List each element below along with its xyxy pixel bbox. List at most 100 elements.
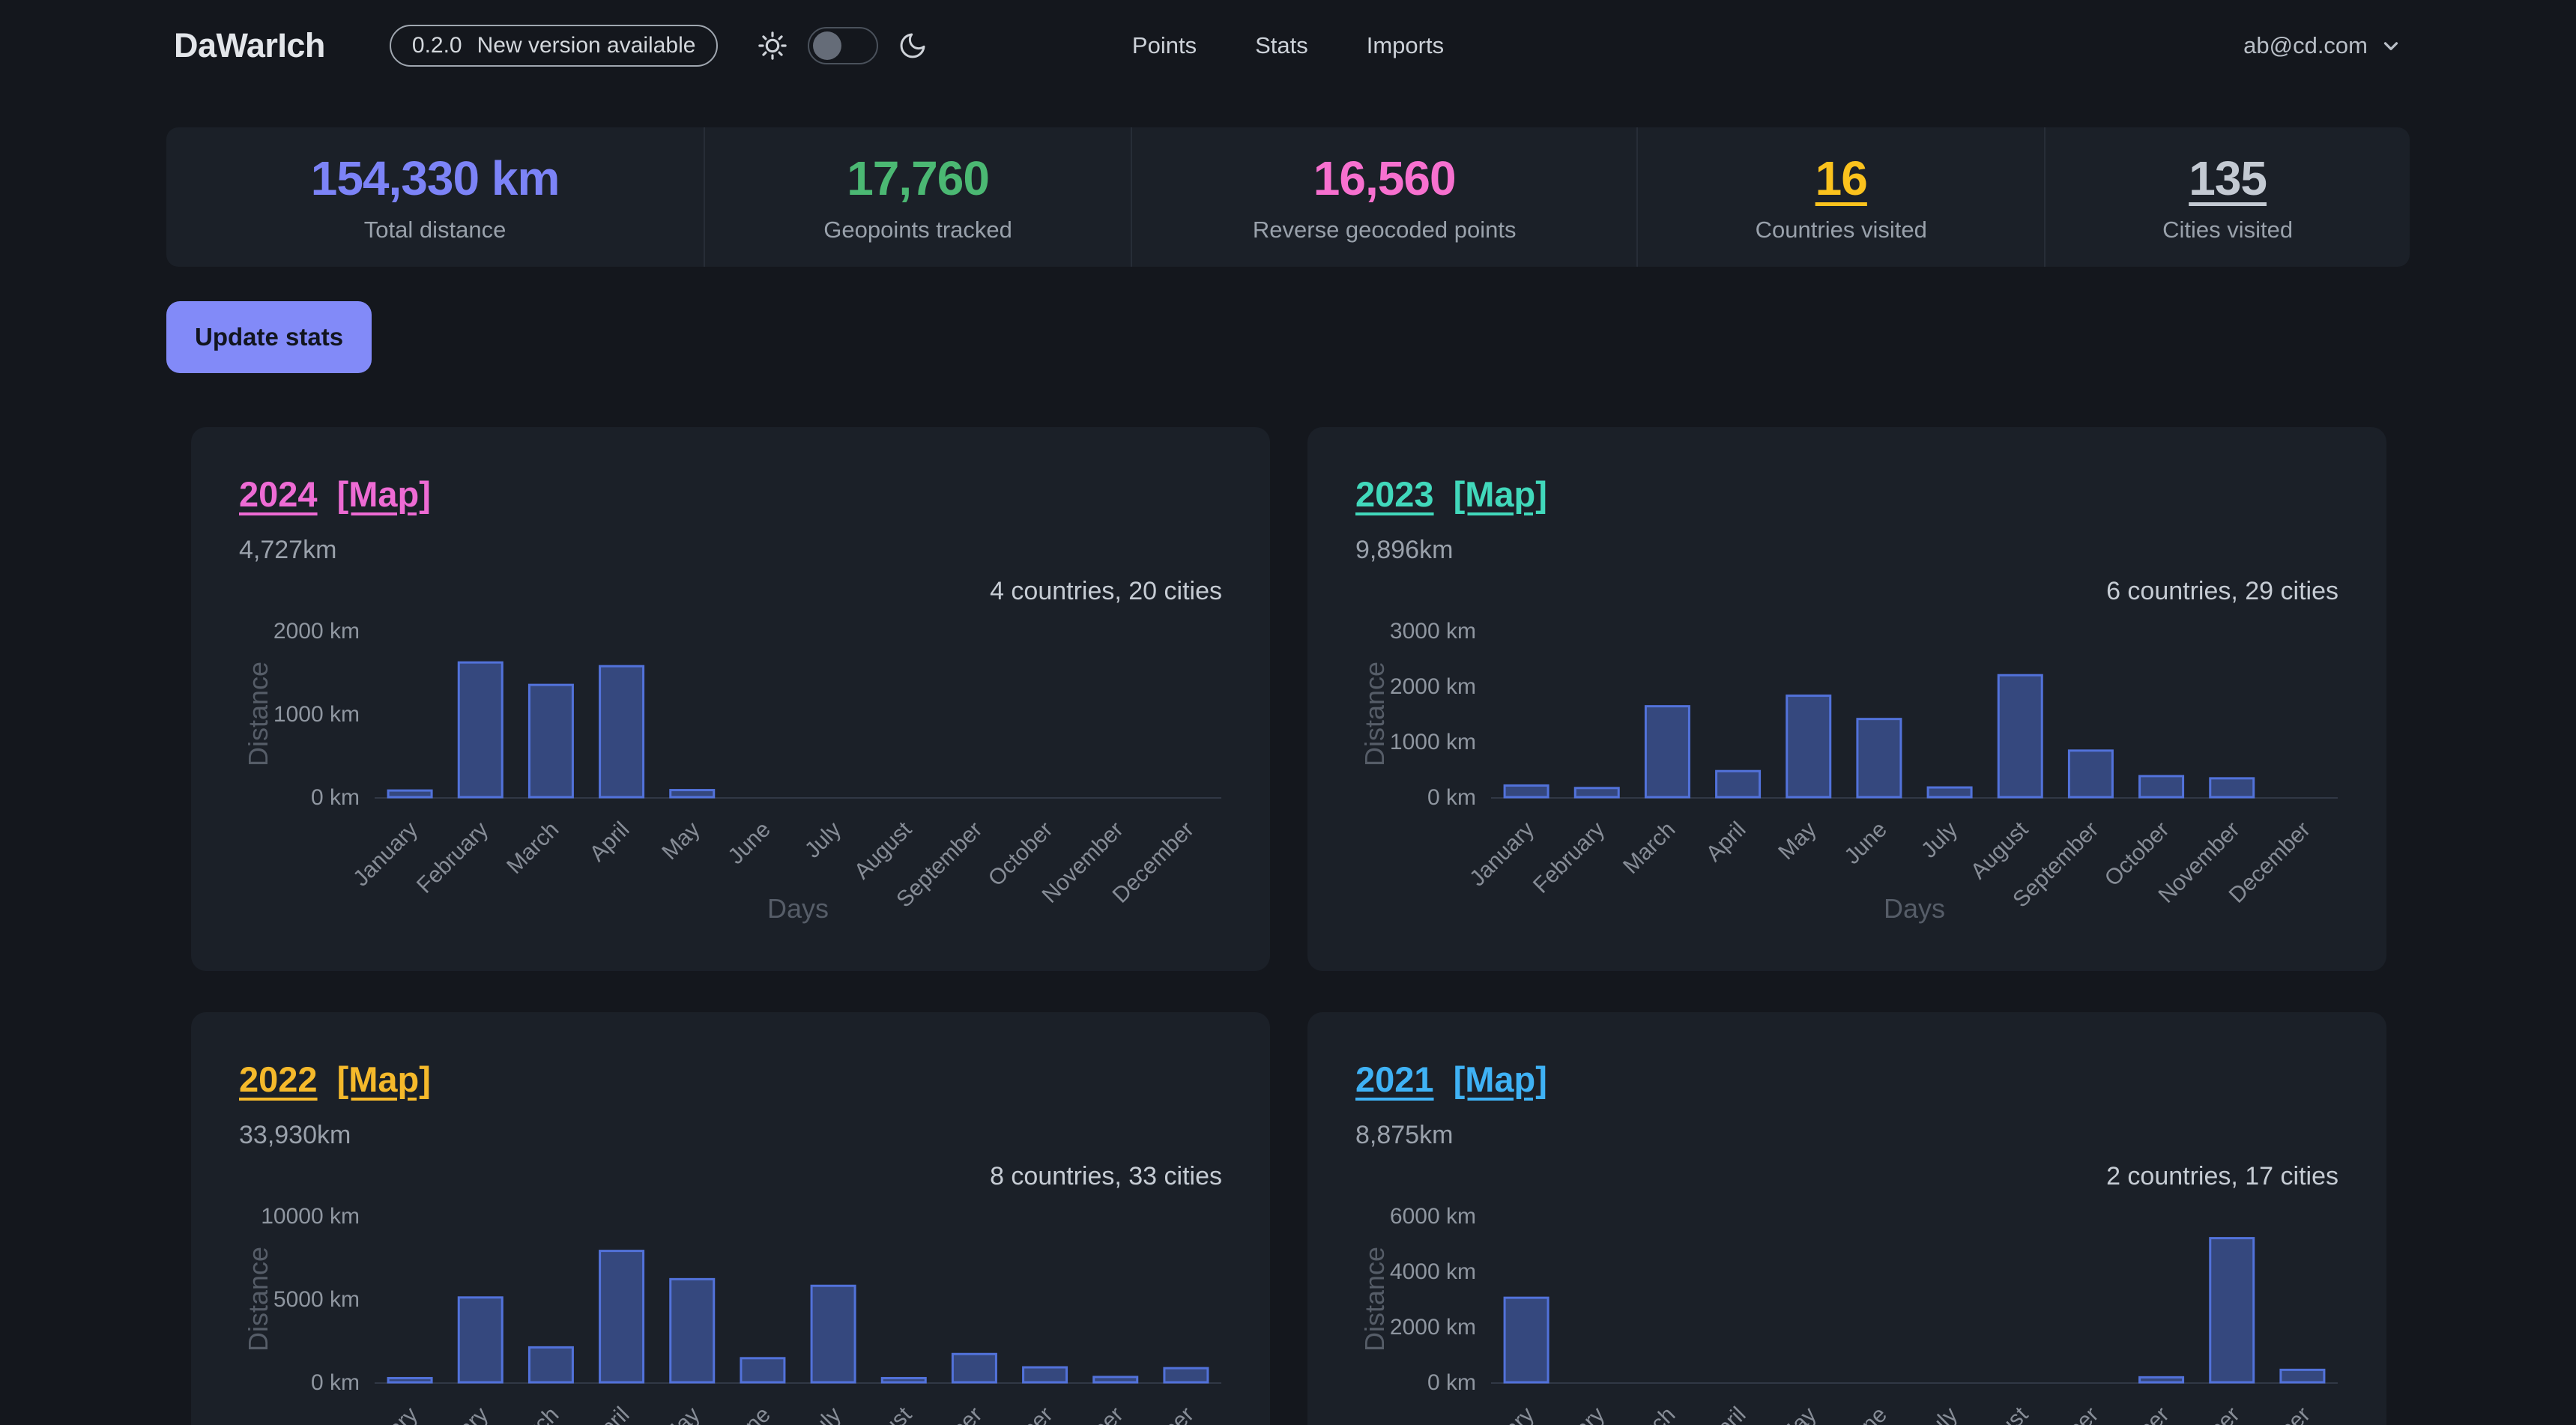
bar-april — [1715, 769, 1762, 799]
bar-may — [1786, 695, 1832, 799]
map-link[interactable]: [Map] — [336, 474, 431, 514]
nav-link-stats[interactable]: Stats — [1255, 32, 1308, 58]
stat-value: 17,760 — [847, 151, 990, 205]
x-axis-title: Days — [1884, 893, 1945, 924]
bar-june — [1856, 718, 1902, 799]
bar-march — [527, 1346, 574, 1384]
stat-value: 16,560 — [1313, 151, 1457, 205]
nav-link-imports[interactable]: Imports — [1366, 32, 1445, 58]
x-axis-title: Days — [767, 893, 829, 924]
x-tick-label: March — [502, 1403, 563, 1425]
y-tick-label: 2000 km — [1390, 674, 1476, 699]
stat-item: 16,560 Reverse geocoded points — [1131, 127, 1636, 267]
map-link[interactable]: [Map] — [1453, 474, 1547, 514]
theme-toggle[interactable] — [808, 27, 879, 64]
year-card-2021: 2021 [Map] 8,875km 2 countries, 17 citie… — [1307, 1012, 2386, 1425]
year-card-title: 2023 [Map] — [1355, 474, 2338, 515]
x-tick-label: April — [585, 817, 635, 867]
bar-march — [1644, 705, 1690, 799]
x-tick-label: July — [1917, 1403, 1962, 1425]
stat-item: 16 Countries visited — [1636, 127, 2044, 267]
y-tick-label: 0 km — [1427, 785, 1476, 810]
bar-january — [1503, 1296, 1549, 1384]
bar-november — [2209, 1237, 2255, 1384]
version-badge[interactable]: 0.2.0 New version available — [389, 25, 719, 67]
stat-value[interactable]: 16 — [1815, 151, 1868, 205]
y-tick-label: 2000 km — [273, 619, 360, 644]
x-tick-label: January — [1465, 817, 1539, 892]
x-tick-label: February — [1529, 817, 1609, 898]
year-card-title: 2024 [Map] — [239, 474, 1222, 515]
x-tick-label: March — [1618, 1403, 1680, 1425]
bar-september — [951, 1352, 997, 1384]
stat-label: Total distance — [363, 217, 507, 243]
year-link[interactable]: 2023 — [1355, 474, 1434, 514]
bar-january — [387, 789, 433, 799]
map-link[interactable]: [Map] — [1453, 1059, 1547, 1099]
bar-august — [1997, 674, 2043, 799]
y-tick-label: 0 km — [311, 1370, 360, 1395]
main-nav: Points Stats Imports — [1132, 32, 1444, 59]
y-axis-title: Distance — [1359, 662, 1390, 766]
y-tick-label: 4000 km — [1390, 1259, 1476, 1284]
nav-link-points[interactable]: Points — [1131, 32, 1197, 58]
app-logo[interactable]: DaWarIch — [174, 26, 325, 64]
year-link[interactable]: 2024 — [239, 474, 318, 514]
year-summary: 8 countries, 33 cities — [990, 1162, 1222, 1190]
year-card-2022: 2022 [Map] 33,930km 8 countries, 33 citi… — [191, 1012, 1270, 1425]
year-distance: 33,930km — [239, 1121, 351, 1149]
bar-may — [669, 1277, 716, 1384]
year-link[interactable]: 2021 — [1355, 1059, 1434, 1099]
user-menu[interactable]: ab@cd.com — [2243, 32, 2402, 59]
bar-february — [457, 661, 504, 799]
chevron-down-icon — [2383, 42, 2398, 50]
year-distance: 9,896km — [1355, 536, 1454, 564]
bar-january — [1503, 784, 1549, 799]
theme-switcher — [757, 27, 928, 64]
y-tick-label: 3000 km — [1390, 619, 1476, 644]
x-tick-label: July — [1917, 817, 1962, 863]
stat-value[interactable]: 135 — [2189, 151, 2267, 205]
version-message: New version available — [477, 33, 696, 58]
bar-july — [810, 1284, 856, 1384]
stat-item: 17,760 Geopoints tracked — [704, 127, 1131, 267]
y-tick-label: 5000 km — [273, 1287, 360, 1312]
x-tick-label: February — [412, 817, 493, 898]
y-tick-label: 0 km — [1427, 1370, 1476, 1395]
x-tick-label: October — [2100, 1403, 2174, 1425]
toggle-knob — [813, 31, 842, 60]
y-tick-label: 1000 km — [1390, 730, 1476, 754]
x-tick-label: March — [1618, 817, 1680, 879]
x-tick-label: February — [412, 1403, 493, 1425]
x-tick-label: July — [800, 817, 846, 863]
update-stats-button[interactable]: Update stats — [166, 301, 372, 373]
year-card-title: 2022 [Map] — [239, 1059, 1222, 1100]
bar-december — [2279, 1368, 2326, 1384]
x-tick-label: February — [1529, 1403, 1609, 1425]
dashboard: 154,330 km Total distance 17,760 Geopoin… — [0, 127, 2576, 1425]
year-card-title: 2021 [Map] — [1355, 1059, 2338, 1100]
stats-summary-bar: 154,330 km Total distance 17,760 Geopoin… — [166, 127, 2410, 267]
y-axis-title: Distance — [243, 1247, 273, 1352]
x-tick-label: May — [657, 1403, 704, 1425]
y-tick-label: 1000 km — [273, 702, 360, 727]
y-tick-label: 6000 km — [1390, 1204, 1476, 1229]
bar-january — [387, 1376, 433, 1384]
x-tick-label: May — [1774, 1403, 1821, 1425]
x-tick-label: August — [1966, 1402, 2034, 1425]
map-link[interactable]: [Map] — [336, 1059, 431, 1099]
bar-april — [599, 1250, 645, 1384]
x-tick-label: January — [348, 817, 423, 892]
year-cards-grid: 2024 [Map] 4,727km 4 countries, 20 citie… — [191, 427, 2410, 1425]
y-tick-label: 0 km — [311, 785, 360, 810]
year-link[interactable]: 2022 — [239, 1059, 318, 1099]
version-number: 0.2.0 — [411, 33, 462, 58]
x-tick-label: August — [1966, 817, 2034, 884]
x-tick-label: May — [1774, 817, 1821, 865]
moon-icon — [901, 33, 925, 58]
bar-october — [2138, 775, 2185, 799]
x-tick-label: October — [984, 817, 1058, 892]
x-tick-label: April — [1702, 817, 1751, 867]
